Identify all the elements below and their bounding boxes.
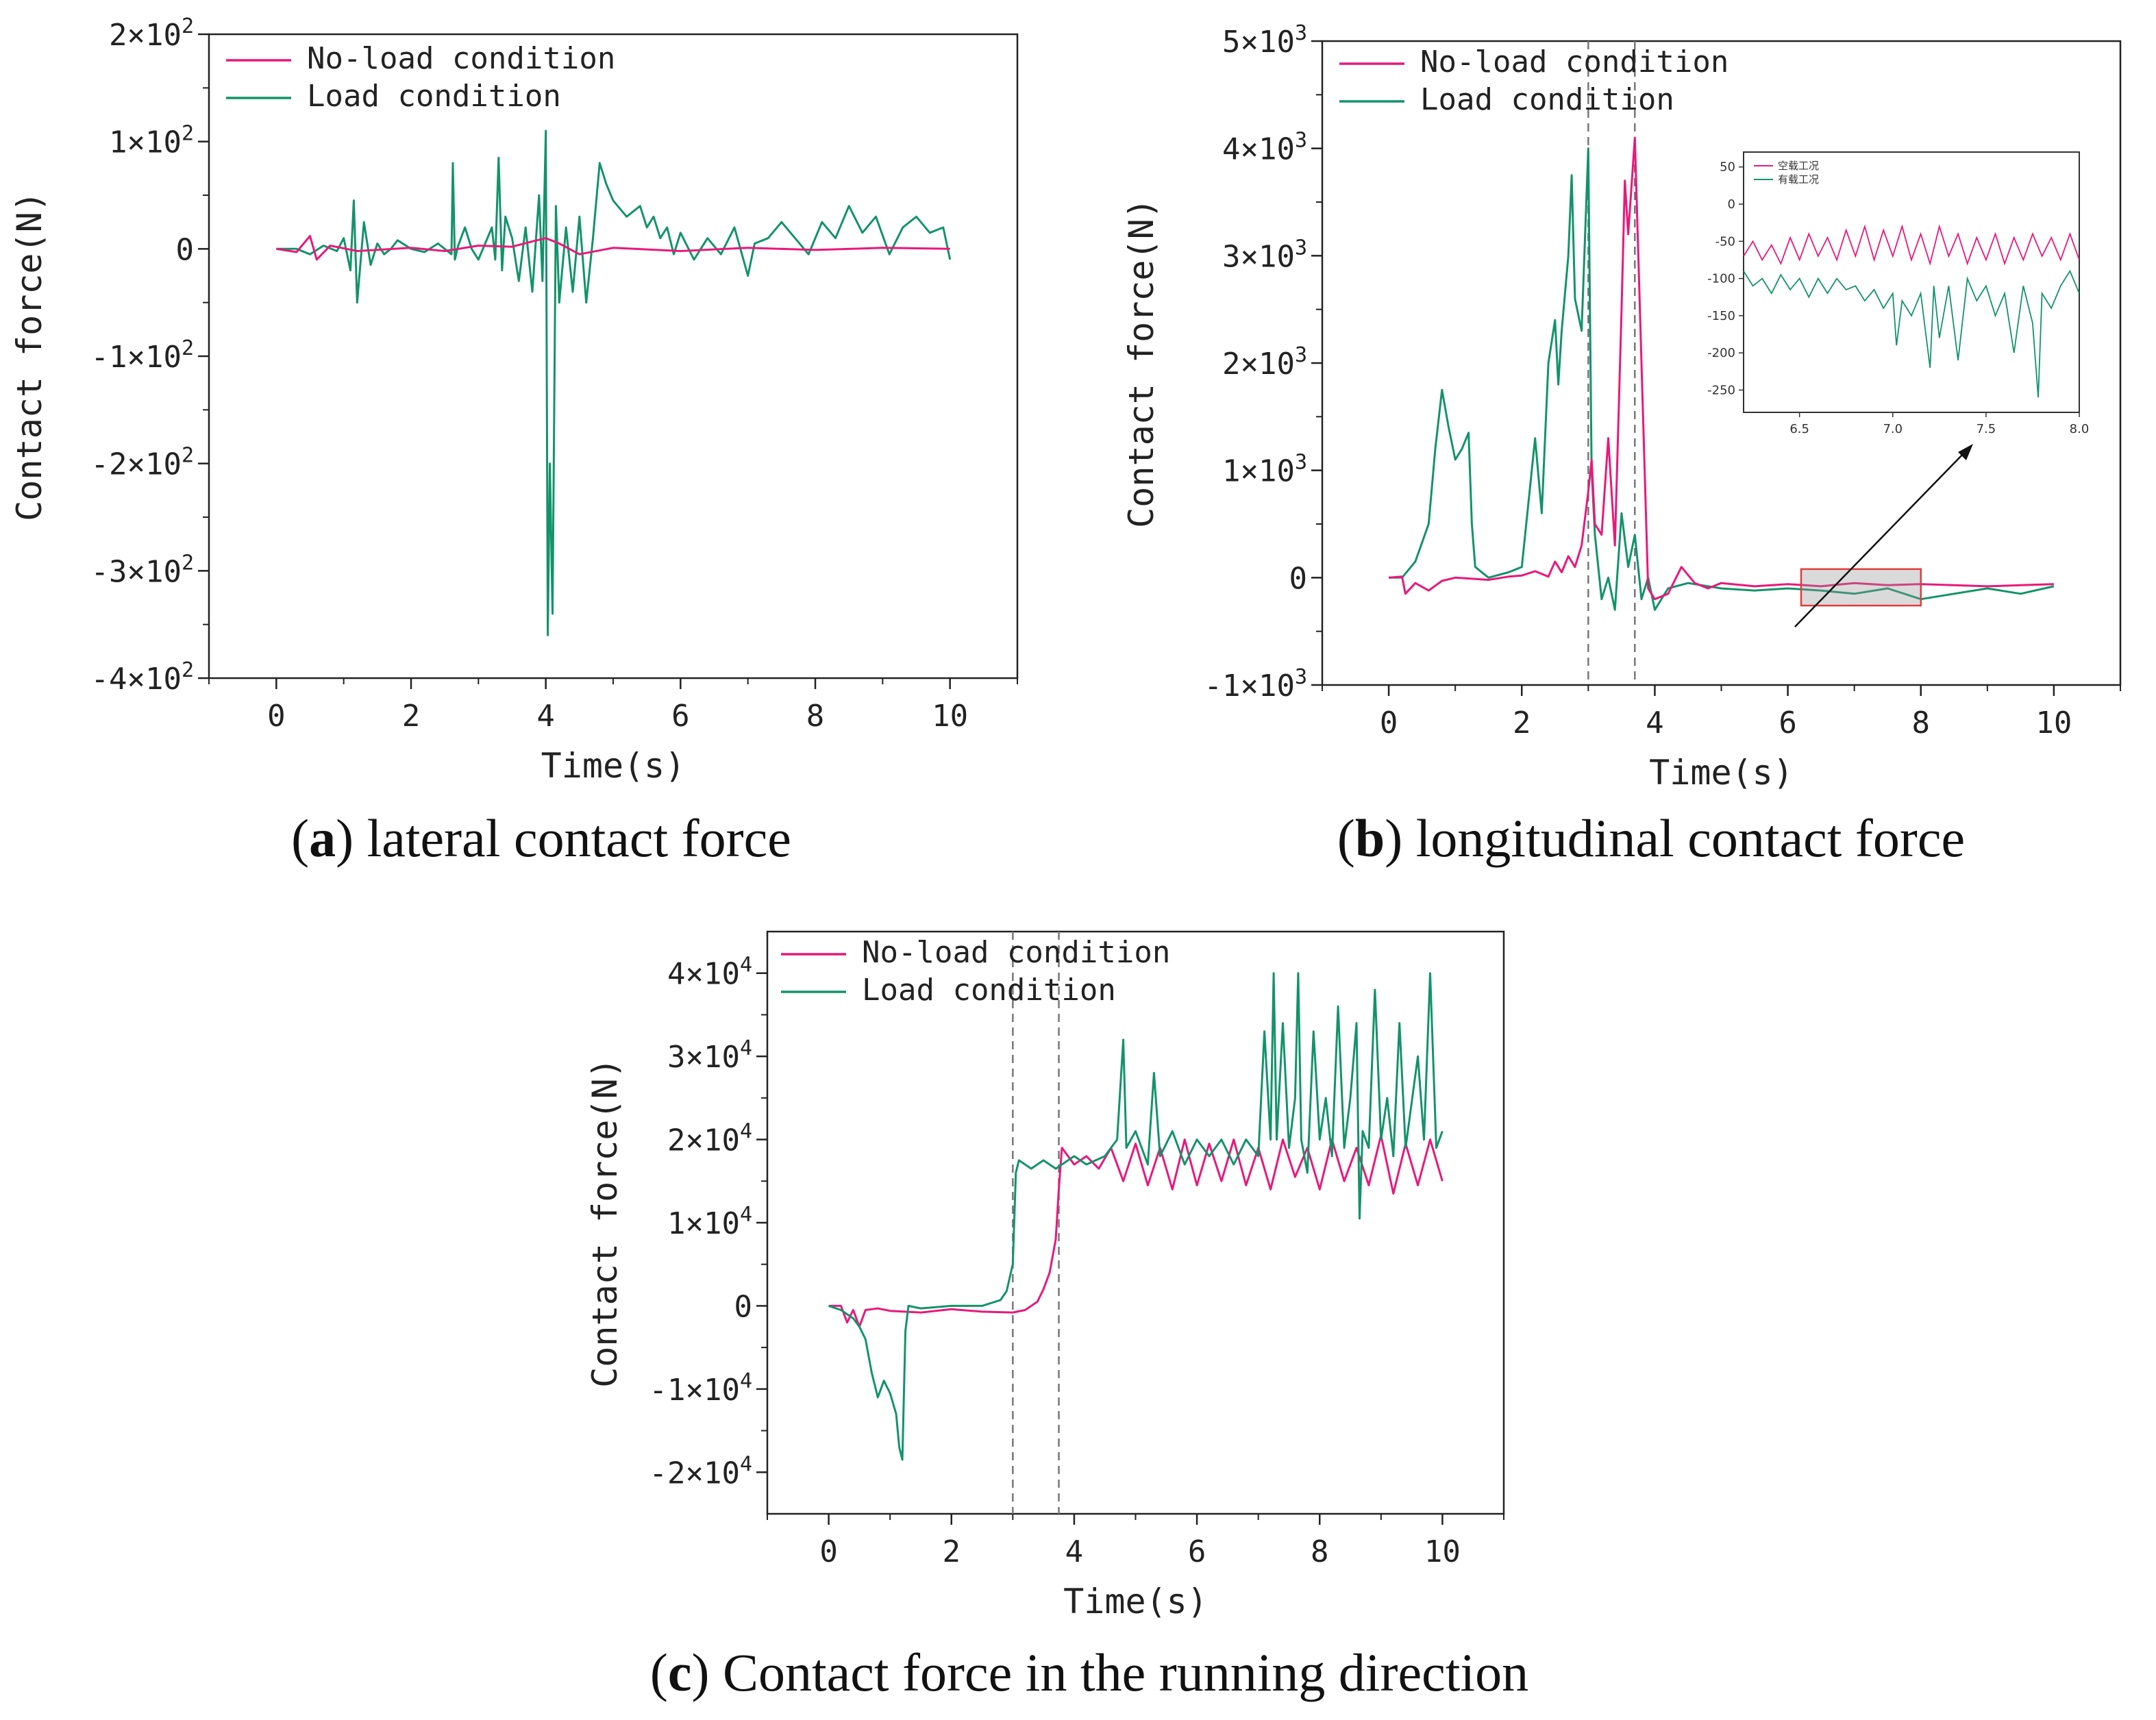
c-xtick-label-1: 2 (943, 1534, 961, 1569)
a-ytick-label-0: 2×102 (109, 14, 194, 53)
b-xtick-label-3: 6 (1779, 706, 1797, 740)
a-ytick-label-2: 0 (176, 232, 195, 267)
c-ytick-label-3: 1×104 (667, 1203, 752, 1241)
c-ytick-label-6: -2×104 (649, 1452, 752, 1491)
caption-a: (a) lateral contact force (291, 808, 791, 868)
inset-legend-label-1: 有载工况 (1778, 173, 1819, 186)
a-xtick-label-3: 6 (671, 699, 690, 734)
b-legend-label-1: Load condition (1420, 82, 1674, 117)
inset-ytick-label-1: 0 (1728, 197, 1735, 212)
caption-c: (c) Contact force in the running directi… (650, 1643, 1528, 1702)
panel-a: 0 2 4 6 8 10 2×102 1×102 0 -1×102 -2×102 -3×102 -4×1… (10, 14, 1019, 868)
a-legend-label-0: No-load condition (307, 41, 615, 76)
c-series-no-load-line (828, 1134, 1443, 1328)
c-y-axis-label: Contact force(N) (585, 1058, 625, 1388)
b-ytick-label-1: 4×103 (1222, 129, 1307, 167)
b-xtick-label-0: 0 (1380, 706, 1398, 740)
c-xtick-label-4: 8 (1311, 1534, 1329, 1569)
b-series-load-line (1389, 147, 2055, 611)
a-legend-label-1: Load condition (307, 79, 561, 114)
c-ytick-label-5: -1×104 (649, 1369, 752, 1408)
a-ytick-label-3: -1×102 (90, 336, 194, 375)
inset-xtick-label-3: 8.0 (2070, 422, 2090, 436)
b-xtick-label-1: 2 (1513, 706, 1531, 740)
c-xtick-label-3: 6 (1188, 1534, 1206, 1569)
panel-b: 0 2 4 6 8 10 5×103 4×103 3×103 2×103 1×103 0 -1×103 T… (1122, 21, 2122, 868)
zoom-highlight-box (1800, 568, 1922, 607)
caption-b: (b) longitudinal contact force (1337, 808, 1965, 868)
a-ytick-label-6: -4×102 (90, 658, 194, 697)
c-x-axis-label: Time(s) (1063, 1582, 1208, 1621)
c-xtick-label-0: 0 (819, 1534, 838, 1569)
c-xtick-label-5: 10 (1424, 1534, 1461, 1569)
a-xtick-label-4: 8 (806, 699, 825, 734)
b-legend-label-0: No-load condition (1420, 45, 1728, 79)
c-ytick-label-2: 2×104 (667, 1120, 752, 1158)
a-xtick-label-0: 0 (267, 699, 286, 734)
b-ytick-label-5: 0 (1289, 561, 1308, 596)
b-ytick-label-2: 3×103 (1222, 236, 1307, 274)
inset-ytick-label-6: -250 (1707, 383, 1735, 397)
inset-ytick-label-0: 50 (1720, 160, 1735, 175)
c-legend-label-0: No-load condition (862, 935, 1170, 970)
inset-xtick-label-2: 7.5 (1977, 422, 1996, 436)
a-ytick-label-5: -3×102 (90, 551, 194, 589)
c-series-load-line (828, 972, 1443, 1461)
zoom-arrow-line (1794, 451, 1966, 627)
c-ytick-label-4: 0 (734, 1289, 753, 1324)
b-ytick-label-6: -1×103 (1204, 665, 1307, 703)
c-ytick-label-1: 3×104 (667, 1036, 752, 1075)
b-ytick-label-4: 1×103 (1222, 451, 1307, 489)
b-xtick-label-4: 8 (1912, 706, 1931, 740)
b-xtick-label-2: 4 (1646, 706, 1664, 740)
zoom-arrow-head (1958, 444, 1973, 460)
a-series-load-line (276, 129, 952, 636)
b-series-no-load-line (1388, 136, 2054, 601)
a-x-axis-label: Time(s) (541, 746, 686, 786)
c-legend-label-1: Load condition (862, 973, 1116, 1008)
a-ytick-label-4: -2×102 (90, 444, 194, 482)
a-xtick-label-5: 10 (932, 699, 968, 734)
inset-ytick-label-5: -200 (1707, 346, 1735, 360)
inset-xtick-label-1: 7.0 (1883, 422, 1903, 436)
inset-legend-label-0: 空载工况 (1778, 160, 1819, 172)
b-y-axis-label: Contact force(N) (1122, 198, 1161, 528)
b-xtick-label-5: 10 (2035, 706, 2072, 740)
panel-c: 0 2 4 6 8 10 4×104 3×104 2×104 1×104 0 -1×104 -2×104… (585, 930, 1528, 1702)
inset-zoom-panel: 6.5 7.0 7.5 8.0 50 0 -50 -100 -150 -200 -250 空载工况有载… (1707, 151, 2090, 627)
c-xtick-label-2: 4 (1065, 1534, 1084, 1569)
inset-ytick-label-4: -150 (1707, 309, 1735, 323)
inset-series-0-line (1744, 224, 2079, 266)
inset-ytick-label-2: -50 (1715, 234, 1735, 249)
a-xtick-label-2: 4 (536, 699, 555, 734)
a-series-no-load-line (276, 235, 950, 261)
c-ytick-label-0: 4×104 (667, 954, 752, 992)
a-ytick-label-1: 1×102 (109, 122, 194, 160)
inset-ytick-label-3: -100 (1707, 272, 1735, 286)
inset-series-1-line (1744, 269, 2079, 398)
inset-frame (1743, 151, 2080, 413)
b-ytick-label-3: 2×103 (1222, 343, 1307, 382)
b-x-axis-label: Time(s) (1649, 753, 1794, 793)
inset-xtick-label-0: 6.5 (1789, 422, 1809, 436)
b-ytick-label-0: 5×103 (1222, 21, 1307, 60)
a-xtick-label-1: 2 (402, 699, 421, 734)
a-y-axis-label: Contact force(N) (10, 191, 49, 521)
